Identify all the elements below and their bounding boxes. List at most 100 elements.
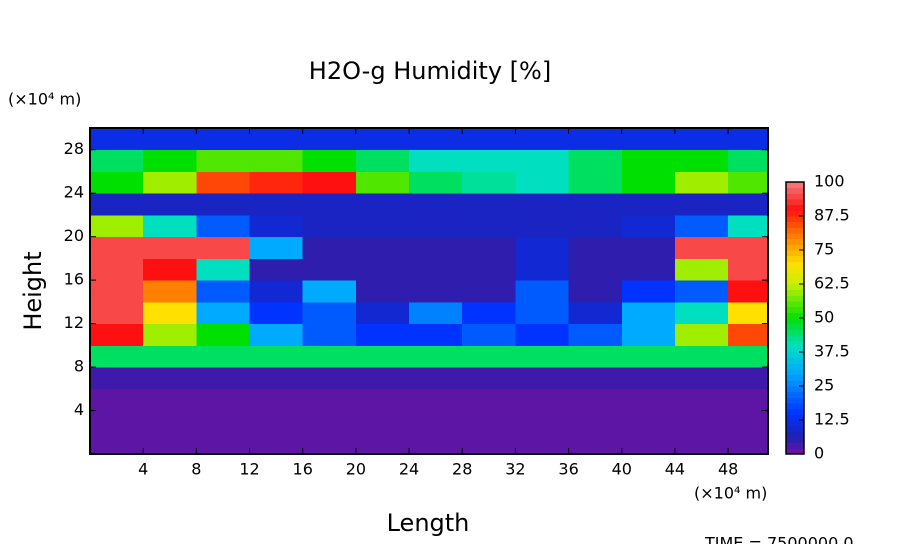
cell [568,301,623,325]
cell [621,214,676,238]
cell [249,432,304,455]
cell [515,171,570,194]
colorbar-segment [786,182,804,189]
cell [515,323,570,346]
cell [515,214,570,238]
cell [462,345,516,368]
colorbar-segment [786,420,804,427]
colorbar-segment [786,363,804,370]
cell [621,171,676,194]
cell [409,258,463,281]
cell [143,214,197,238]
colorbar-segment [786,244,804,251]
cell [302,236,357,259]
cell [728,410,769,433]
colorbar-segment [786,278,804,285]
colorbar-segment [786,193,804,200]
cell [355,323,410,346]
cell [568,280,623,303]
colorbar-segment [786,210,804,217]
colorbar-segment [786,261,804,268]
cell [462,388,516,412]
cell [674,171,729,194]
cell [196,367,251,390]
colorbar-segment [786,233,804,240]
cell [568,345,623,368]
cell [674,432,729,455]
cell [621,301,676,325]
colorbar-segment [786,425,804,432]
cell [355,432,410,455]
cell [728,171,769,194]
x-tick-label: 16 [293,460,313,479]
cell [249,301,304,325]
cell [409,323,463,346]
cell [409,367,463,390]
cell [728,236,769,259]
colorbar-tick-label: 37.5 [814,342,850,361]
cell [302,432,357,455]
cell [728,258,769,281]
cell [674,193,729,216]
cell [674,345,729,368]
cell [568,367,623,390]
colorbar-segment [786,329,804,336]
cell [728,214,769,238]
cell [515,236,570,259]
x-tick-label: 20 [346,460,366,479]
cell [249,367,304,390]
cell [249,388,304,412]
cell [196,236,251,259]
cell [196,410,251,433]
cell [143,236,197,259]
colorbar-segment [786,227,804,234]
y-tick-label: 8 [74,357,84,376]
cell [355,345,410,368]
cell [621,432,676,455]
cell [90,323,144,346]
colorbar-segment [786,272,804,279]
colorbar-tick-label: 12.5 [814,410,850,429]
colorbar-segment [786,250,804,257]
cell [196,280,251,303]
cell [355,367,410,390]
cell [515,345,570,368]
cell [302,214,357,238]
chart-title: H2O-g Humidity [%] [309,57,551,85]
cell [249,345,304,368]
cell [302,258,357,281]
y-tick-label: 20 [64,226,84,245]
cell [302,323,357,346]
cell [143,128,197,151]
colorbar-tick-label: 100 [814,172,845,191]
cell [302,171,357,194]
cell [621,236,676,259]
cell [568,171,623,194]
cell [355,193,410,216]
cell [196,388,251,412]
cell [355,171,410,194]
y-tick-label: 4 [74,400,84,419]
cell [728,432,769,455]
cell [515,128,570,151]
cell [249,149,304,172]
colorbar-segment [786,403,804,410]
colorbar-tick-label: 62.5 [814,274,850,293]
cell [462,149,516,172]
colorbar-segment [786,391,804,398]
colorbar-tick-label: 0 [814,444,824,463]
cell [515,388,570,412]
cell [196,214,251,238]
cell [621,128,676,151]
x-unit: (×10⁴ m) [694,484,767,503]
cell [728,323,769,346]
x-tick-label: 4 [138,460,148,479]
cell [462,171,516,194]
cell [568,214,623,238]
cell [462,193,516,216]
colorbar-segment [786,369,804,376]
cell [462,214,516,238]
colorbar-segment [786,340,804,347]
cell [355,128,410,151]
cell [143,410,197,433]
